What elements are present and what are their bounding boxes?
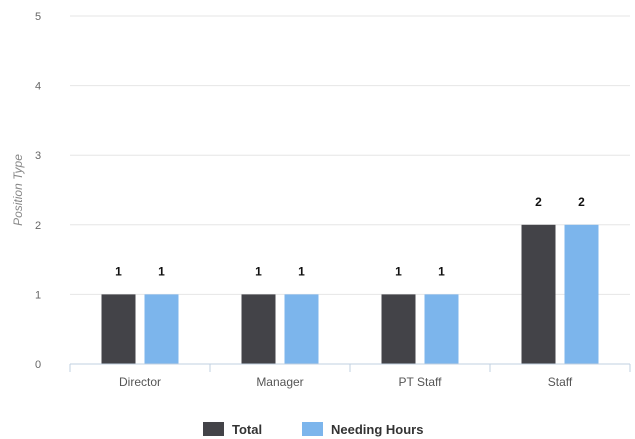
data-label: 1: [115, 264, 122, 278]
data-labels: 1 1 1 2 1 1 1 2: [115, 195, 585, 279]
bar: [564, 224, 599, 364]
y-tick-label: 3: [35, 150, 41, 162]
x-tick-label: Director: [119, 375, 161, 389]
x-tick-label: Manager: [256, 375, 303, 389]
data-label: 2: [578, 195, 585, 209]
y-tick-label: 1: [35, 289, 41, 301]
legend-swatch: [203, 422, 224, 436]
bar: [424, 294, 459, 364]
data-label: 1: [438, 264, 445, 278]
bar: [521, 224, 556, 364]
legend-item[interactable]: Total: [232, 422, 262, 437]
legend: Total Needing Hours: [203, 422, 423, 437]
legend-item[interactable]: Needing Hours: [331, 422, 423, 437]
y-axis-label: Position Type: [11, 154, 25, 226]
bar: [381, 294, 416, 364]
x-tick-label: Staff: [548, 375, 573, 389]
legend-swatch: [302, 422, 323, 436]
data-label: 1: [395, 264, 402, 278]
bar: [284, 294, 319, 364]
bar: [144, 294, 179, 364]
y-tick-label: 5: [35, 11, 41, 23]
data-label: 1: [298, 264, 305, 278]
y-tick-label: 4: [35, 81, 41, 93]
x-tick-label: PT Staff: [399, 375, 443, 389]
bar: [241, 294, 276, 364]
data-label: 1: [255, 264, 262, 278]
y-tick-label: 2: [35, 220, 41, 232]
data-label: 1: [158, 264, 165, 278]
y-axis: 0 1 2 3 4 5: [35, 11, 41, 371]
bar: [101, 294, 136, 364]
data-label: 2: [535, 195, 542, 209]
bars: [101, 224, 599, 364]
y-tick-label: 0: [35, 359, 41, 371]
x-axis: Director Manager PT Staff Staff: [69, 363, 631, 389]
